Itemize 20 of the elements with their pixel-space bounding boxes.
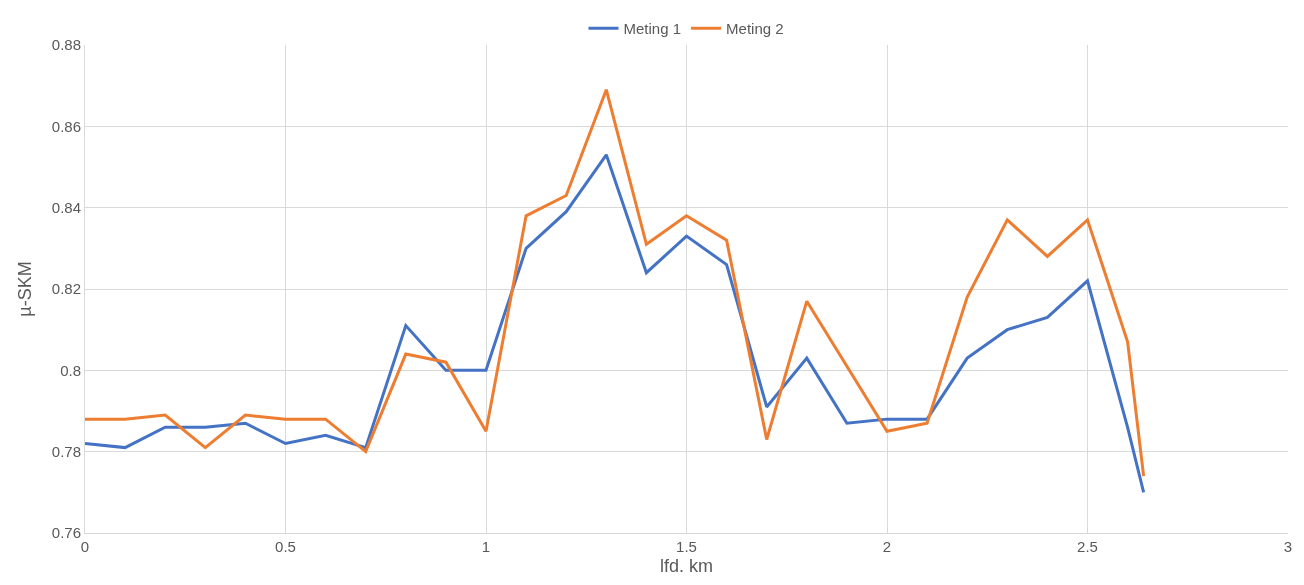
y-tick-label: 0.82 (51, 280, 81, 298)
x-tick-label: 1.5 (676, 538, 697, 555)
y-axis-title: µ-SKM (15, 261, 35, 317)
x-tick-label: 0 (80, 538, 90, 555)
y-tick-label: 0.78 (51, 442, 81, 460)
y-tick-label: 0.8 (60, 361, 81, 379)
y-tick-label: 0.84 (51, 198, 81, 216)
line-series (85, 153, 1146, 494)
x-tick-label: 1 (481, 538, 491, 555)
y-tick-label: 0.76 (51, 524, 81, 542)
x-tick-label: 2 (882, 538, 892, 555)
x-tick-label: 2.5 (1077, 538, 1098, 555)
line-series (85, 88, 1146, 478)
legend-label: Meting 2 (726, 20, 784, 38)
x-tick-label: 3 (1283, 538, 1293, 555)
legend-label: Meting 1 (623, 20, 682, 38)
x-tick-label: 0.5 (275, 538, 296, 555)
x-axis-title: lfd. km (659, 556, 714, 577)
y-tick-label: 0.86 (51, 117, 81, 135)
y-tick-label: 0.88 (51, 36, 81, 54)
